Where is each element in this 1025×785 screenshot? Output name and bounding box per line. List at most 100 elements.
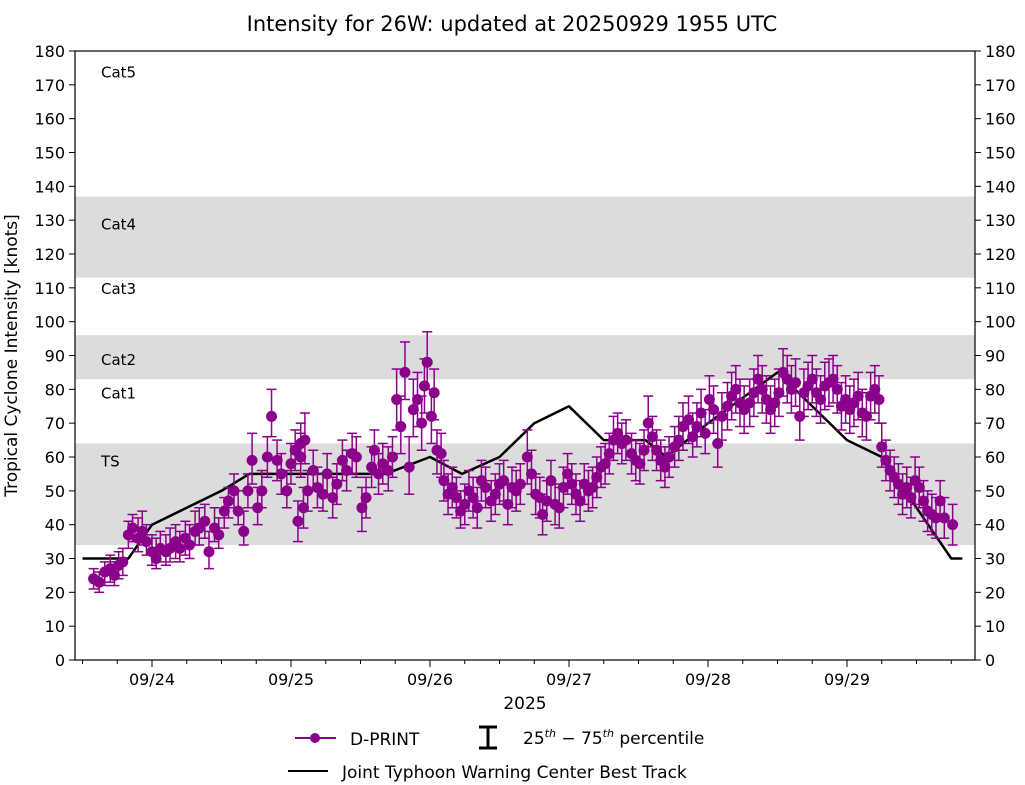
dprint-point bbox=[769, 378, 781, 428]
dprint-point bbox=[721, 381, 733, 431]
dprint-marker bbox=[246, 454, 258, 466]
dprint-marker bbox=[901, 481, 913, 493]
y-tick-label: 0 bbox=[55, 651, 65, 670]
dprint-marker bbox=[471, 502, 483, 514]
dprint-marker bbox=[781, 373, 793, 385]
dprint-point bbox=[164, 527, 176, 563]
dprint-marker bbox=[663, 451, 675, 463]
dprint-marker bbox=[599, 458, 611, 470]
dprint-marker bbox=[566, 478, 578, 490]
category-label-cat4: Cat4 bbox=[101, 216, 136, 234]
y-tick-label: 70 bbox=[45, 414, 65, 433]
y-tick-label: 140 bbox=[34, 177, 65, 196]
dprint-point bbox=[917, 479, 929, 523]
dprint-point bbox=[514, 463, 526, 506]
dprint-marker bbox=[790, 377, 802, 389]
dprint-marker bbox=[140, 536, 152, 548]
dprint-marker bbox=[435, 448, 447, 460]
dprint-marker bbox=[459, 498, 471, 510]
dprint-point bbox=[873, 375, 885, 424]
dprint-marker bbox=[218, 505, 230, 517]
dprint-marker bbox=[421, 356, 433, 368]
dprint-marker bbox=[760, 393, 772, 405]
dprint-marker bbox=[281, 485, 293, 497]
dprint-marker bbox=[521, 451, 533, 463]
dprint-marker bbox=[721, 400, 733, 412]
dprint-marker bbox=[620, 434, 632, 446]
dprint-marker bbox=[395, 421, 407, 433]
dprint-point bbox=[687, 412, 699, 458]
dprint-marker bbox=[136, 525, 148, 537]
y-tick-label: 60 bbox=[45, 448, 65, 467]
legend-item-best-track: Joint Typhoon Warning Center Best Track bbox=[288, 763, 687, 783]
y-tick-label-right: 130 bbox=[985, 211, 1016, 230]
y-tick-label-right: 90 bbox=[985, 347, 1005, 366]
y-tick-label-right: 10 bbox=[985, 617, 1005, 636]
dprint-marker bbox=[815, 393, 827, 405]
y-tick-label-right: 110 bbox=[985, 279, 1016, 298]
dprint-marker bbox=[467, 492, 479, 504]
dprint-marker bbox=[213, 529, 225, 541]
dprint-marker bbox=[446, 481, 458, 493]
dprint-marker bbox=[612, 427, 624, 439]
legend-dprint-marker bbox=[310, 733, 320, 743]
dprint-marker bbox=[199, 515, 211, 527]
dprint-marker bbox=[350, 451, 362, 463]
dprint-marker bbox=[292, 515, 304, 527]
dprint-marker bbox=[646, 431, 658, 443]
dprint-marker bbox=[302, 485, 314, 497]
dprint-point bbox=[827, 354, 839, 404]
dprint-point bbox=[238, 510, 250, 546]
dprint-point bbox=[756, 364, 768, 414]
y-axis-left: 0 10 20 30 40 50 60 70 80 90 100 110 120 130 140 150 160… bbox=[34, 42, 75, 670]
dprint-marker bbox=[299, 434, 311, 446]
errorbar-icon bbox=[479, 725, 497, 750]
dprint-point bbox=[292, 500, 304, 543]
dprint-marker bbox=[642, 417, 654, 429]
band-cat2 bbox=[75, 335, 975, 380]
dprint-point bbox=[174, 530, 186, 563]
dprint-point bbox=[386, 435, 398, 479]
dprint-point bbox=[246, 432, 258, 485]
best-track-series bbox=[82, 371, 963, 560]
dprint-point bbox=[256, 469, 268, 509]
category-label-cat5: Cat5 bbox=[101, 63, 136, 81]
dprint-marker bbox=[480, 481, 492, 493]
dprint-marker bbox=[947, 519, 959, 531]
y-tick-label: 150 bbox=[34, 144, 65, 163]
y-tick-label-right: 30 bbox=[985, 550, 1005, 569]
dprint-point bbox=[947, 503, 959, 546]
x-axis: 09/24 09/25 09/26 09/27 09/28 09/29 bbox=[82, 660, 952, 689]
dprint-point bbox=[790, 358, 802, 407]
y-tick-label: 160 bbox=[34, 110, 65, 129]
dprint-marker bbox=[450, 492, 462, 504]
y-tick-label-right: 0 bbox=[985, 651, 995, 670]
dprint-point bbox=[663, 435, 675, 479]
dprint-point bbox=[203, 530, 215, 570]
y-tick-label-right: 120 bbox=[985, 245, 1016, 264]
y-tick-label-right: 160 bbox=[985, 110, 1016, 129]
y-tick-label: 130 bbox=[34, 211, 65, 230]
dprint-point bbox=[416, 395, 428, 451]
dprint-marker bbox=[256, 485, 268, 497]
dprint-marker bbox=[403, 461, 415, 473]
legend-item-percentile: 25th − 75th percentile bbox=[479, 725, 704, 750]
y-tick-label-right: 170 bbox=[985, 76, 1016, 95]
dprint-point bbox=[734, 378, 746, 428]
dprint-point bbox=[395, 395, 407, 455]
dprint-marker bbox=[806, 373, 818, 385]
y-tick-label-right: 50 bbox=[985, 482, 1005, 501]
dprint-point bbox=[752, 354, 764, 404]
dprint-point bbox=[350, 435, 362, 479]
dprint-marker bbox=[917, 495, 929, 507]
dprint-marker bbox=[562, 468, 574, 480]
x-axis-title: 2025 bbox=[503, 694, 546, 714]
dprint-point bbox=[199, 503, 211, 539]
dprint-marker bbox=[730, 383, 742, 395]
dprint-point bbox=[708, 385, 720, 435]
dprint-marker bbox=[336, 454, 348, 466]
y-tick-label: 80 bbox=[45, 380, 65, 399]
dprint-marker bbox=[557, 481, 569, 493]
dprint-point bbox=[869, 364, 881, 414]
dprint-series bbox=[88, 331, 959, 594]
